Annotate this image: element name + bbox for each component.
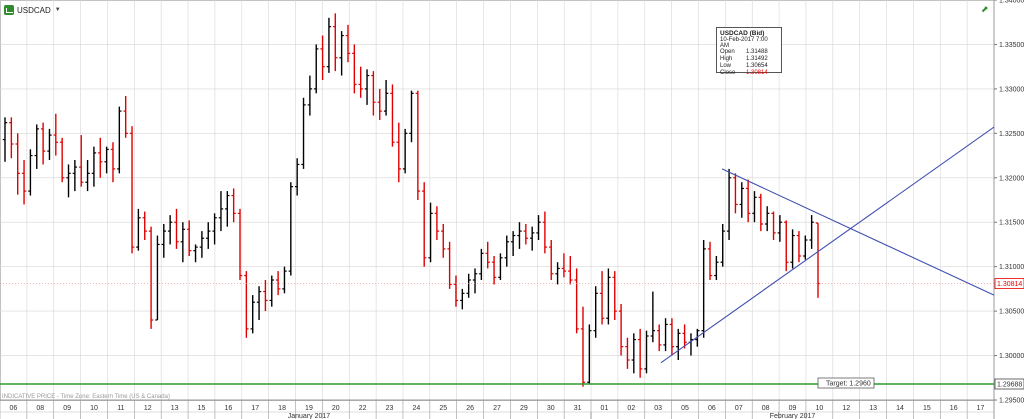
date-tick-label: 26 <box>466 405 474 412</box>
open-value: 1.31488 <box>746 49 768 55</box>
date-tick-label: 01 <box>601 405 609 412</box>
date-tick-label: 13 <box>869 405 877 412</box>
target-label-box <box>817 377 875 389</box>
date-tick-label: 08 <box>762 405 770 412</box>
date-tick-label: 06 <box>10 405 18 412</box>
date-tick-label: 15 <box>923 405 931 412</box>
date-tick-label: 02 <box>627 405 635 412</box>
date-tick-label: 23 <box>386 405 394 412</box>
data-window-datetime: 10-Feb-2017 7:00 AM <box>720 37 768 49</box>
target-label: Target: 1.2960 <box>826 381 871 388</box>
symbol-header[interactable]: USDCAD ▼ <box>4 4 61 16</box>
data-window-row-close: Close 1.30814 <box>720 70 778 77</box>
date-tick-label: 18 <box>278 405 286 412</box>
plot-border <box>0 0 995 401</box>
last-price-tag: 1.30814 <box>997 281 1022 288</box>
date-tick-label: 19 <box>305 405 313 412</box>
close-label: Close <box>720 70 736 76</box>
price-tick-label: 1.30500 <box>999 309 1024 316</box>
data-window-row-open: Open 1.31488 <box>720 49 778 56</box>
price-tick-label: 1.32000 <box>999 175 1024 182</box>
price-tick-label: 1.33500 <box>999 42 1024 49</box>
date-tick-label: 09 <box>63 405 71 412</box>
target-price-tag: 1.29688 <box>997 382 1022 389</box>
price-tick-label: 1.31000 <box>999 264 1024 271</box>
date-tick-label: 06 <box>708 405 716 412</box>
date-tick-label: 22 <box>359 405 367 412</box>
price-tick-label: 1.33000 <box>999 86 1024 93</box>
date-tick-label: 17 <box>251 405 259 412</box>
data-window-row-high: High 1.31492 <box>720 56 778 63</box>
price-tick-label: 1.34000 <box>999 0 1024 5</box>
price-tick-label: 1.32500 <box>999 131 1024 138</box>
high-value: 1.31492 <box>746 56 768 62</box>
date-tick-label: 07 <box>735 405 743 412</box>
instrument-icon <box>4 5 14 15</box>
resistance-trendline <box>721 168 995 296</box>
date-tick-label: 14 <box>896 405 904 412</box>
price-tick-label: 1.29500 <box>999 398 1024 405</box>
date-tick-label: 16 <box>224 405 232 412</box>
support-trendline <box>660 126 995 364</box>
date-tick-label: 20 <box>332 405 340 412</box>
date-tick-label: 12 <box>144 405 152 412</box>
date-tick-label: 17 <box>977 405 985 412</box>
data-window-title: USDCAD (Bid) <box>720 30 765 37</box>
date-tick-label: 08 <box>36 405 44 412</box>
date-tick-label: 16 <box>950 405 958 412</box>
date-tick-label: 24 <box>413 405 421 412</box>
date-tick-label: 13 <box>171 405 179 412</box>
date-tick-label: 10 <box>815 405 823 412</box>
data-window: USDCAD (Bid) 10-Feb-2017 7:00 AM Open 1.… <box>716 27 782 76</box>
date-tick-label: 11 <box>117 405 124 412</box>
price-tick-label: 1.30000 <box>999 353 1024 360</box>
high-label: High <box>720 56 733 62</box>
expand-arrow-icon[interactable]: ⬈ <box>981 4 989 14</box>
target-price-tag-box <box>994 378 1024 390</box>
date-tick-label: 30 <box>547 405 555 412</box>
data-window-row-low: Low 1.30654 <box>720 63 778 70</box>
date-tick-label: 29 <box>520 405 528 412</box>
date-tick-label: 15 <box>198 405 206 412</box>
date-tick-label: 12 <box>842 405 850 412</box>
close-value: 1.30814 <box>746 70 768 76</box>
low-label: Low <box>720 63 732 69</box>
date-tick-label: 27 <box>493 405 501 412</box>
date-tick-label: 03 <box>654 405 662 412</box>
date-tick-label: 05 <box>681 405 689 412</box>
footer-timezone-text: INDICATIVE PRICE - Time Zone: Eastern Ti… <box>2 394 170 400</box>
chevron-down-icon[interactable]: ▼ <box>54 7 61 13</box>
low-value: 1.30654 <box>746 63 768 69</box>
open-label: Open <box>720 49 735 55</box>
date-tick-label: 10 <box>90 405 98 412</box>
date-tick-label: 25 <box>439 405 447 412</box>
last-price-tag-box <box>994 278 1024 289</box>
price-tick-label: 1.31500 <box>999 220 1024 227</box>
symbol-label[interactable]: USDCAD <box>17 5 51 15</box>
date-tick-label: 09 <box>789 405 797 412</box>
month-label: February 2017 <box>770 413 816 419</box>
month-label: January 2017 <box>288 413 331 419</box>
date-tick-label: 31 <box>574 405 582 412</box>
